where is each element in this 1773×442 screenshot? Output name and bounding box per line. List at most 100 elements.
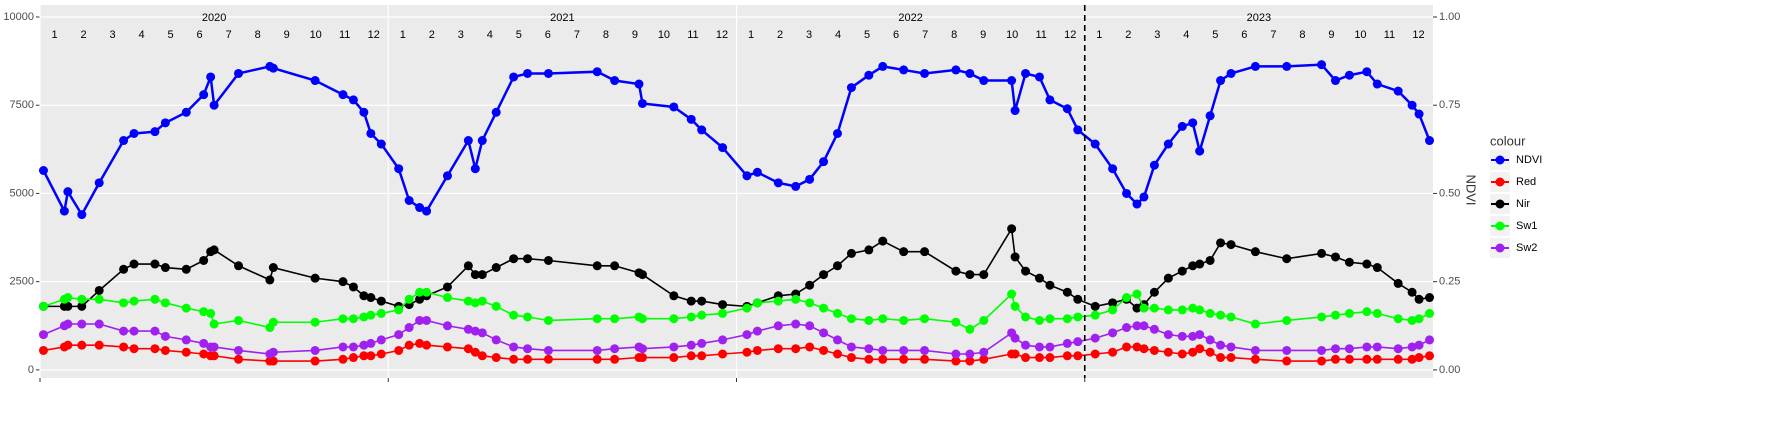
data-point [791, 344, 801, 354]
data-point [1205, 111, 1215, 121]
data-point [442, 282, 452, 292]
data-point [394, 330, 404, 340]
month-label: 5 [168, 29, 174, 41]
data-point [1007, 76, 1017, 86]
data-point [1021, 340, 1031, 350]
data-point [199, 255, 209, 265]
legend-dot [1495, 221, 1505, 231]
data-point [491, 263, 501, 273]
legend-dot [1495, 199, 1505, 209]
data-point [1073, 351, 1083, 361]
data-point [543, 354, 553, 364]
data-point [268, 63, 278, 73]
data-point [1007, 289, 1017, 299]
year-label: 2020 [202, 12, 226, 24]
data-point [63, 301, 73, 311]
data-point [310, 273, 320, 283]
data-point [442, 171, 452, 181]
data-point [509, 72, 519, 82]
month-label: 7 [922, 29, 928, 41]
data-point [359, 351, 369, 361]
data-point [1139, 192, 1149, 202]
data-point [669, 102, 679, 112]
data-point [491, 301, 501, 311]
data-point [1282, 345, 1292, 355]
month-label: 5 [1212, 29, 1218, 41]
data-point [1108, 347, 1118, 357]
data-point [1393, 354, 1403, 364]
month-label: 7 [1270, 29, 1276, 41]
data-point [899, 345, 909, 355]
month-label: 4 [139, 29, 145, 41]
data-point [338, 314, 348, 324]
data-point [463, 324, 473, 334]
data-point [1372, 263, 1382, 273]
data-point [1139, 303, 1149, 313]
data-point [523, 354, 533, 364]
data-point [832, 128, 842, 138]
data-point [965, 356, 975, 366]
data-point [209, 351, 219, 361]
month-label: 3 [458, 29, 464, 41]
data-point [1282, 61, 1292, 71]
data-point [697, 296, 707, 306]
data-point [1205, 255, 1215, 265]
year-label: 2021 [550, 12, 574, 24]
data-point [1007, 224, 1017, 234]
data-point [1132, 289, 1142, 299]
data-point [77, 301, 87, 311]
data-point [394, 305, 404, 315]
data-point [1090, 139, 1100, 149]
data-point [637, 344, 647, 354]
data-point [470, 164, 480, 174]
data-point [268, 263, 278, 273]
data-point [1317, 345, 1327, 355]
data-point [1062, 314, 1072, 324]
data-point [338, 90, 348, 100]
month-label: 11 [339, 29, 350, 41]
data-point [415, 294, 425, 304]
data-point [463, 344, 473, 354]
month-label: 9 [632, 29, 638, 41]
data-point [1149, 287, 1159, 297]
month-label: 9 [1328, 29, 1334, 41]
data-point [1163, 305, 1173, 315]
data-point [1407, 315, 1417, 325]
data-point [415, 315, 425, 325]
data-point [1407, 342, 1417, 352]
data-point [470, 347, 480, 357]
data-point [1188, 347, 1198, 357]
data-point [752, 167, 762, 177]
y2-tick-label: 0.75 [1439, 99, 1460, 111]
data-point [1344, 257, 1354, 267]
data-point [1010, 252, 1020, 262]
data-point [1045, 314, 1055, 324]
data-point [181, 303, 191, 313]
data-point [470, 326, 480, 336]
data-point [422, 287, 432, 297]
data-point [310, 345, 320, 355]
data-point [1163, 139, 1173, 149]
data-point [366, 310, 376, 320]
data-point [864, 354, 874, 364]
data-point [965, 324, 975, 334]
data-point [523, 68, 533, 78]
data-point [1122, 323, 1132, 333]
data-point [1195, 305, 1205, 315]
data-point [1226, 353, 1236, 363]
data-point [268, 317, 278, 327]
month-label: 6 [197, 29, 203, 41]
data-point [899, 65, 909, 75]
data-point [1425, 293, 1435, 303]
data-point [1021, 266, 1031, 276]
legend-label: Sw2 [1516, 242, 1537, 254]
data-point [129, 259, 139, 269]
data-point [1372, 354, 1382, 364]
data-point [1216, 238, 1226, 248]
data-point [697, 125, 707, 135]
data-point [1250, 319, 1260, 329]
data-point [742, 303, 752, 313]
data-point [1344, 344, 1354, 354]
data-point [1372, 79, 1382, 89]
data-point [1139, 344, 1149, 354]
